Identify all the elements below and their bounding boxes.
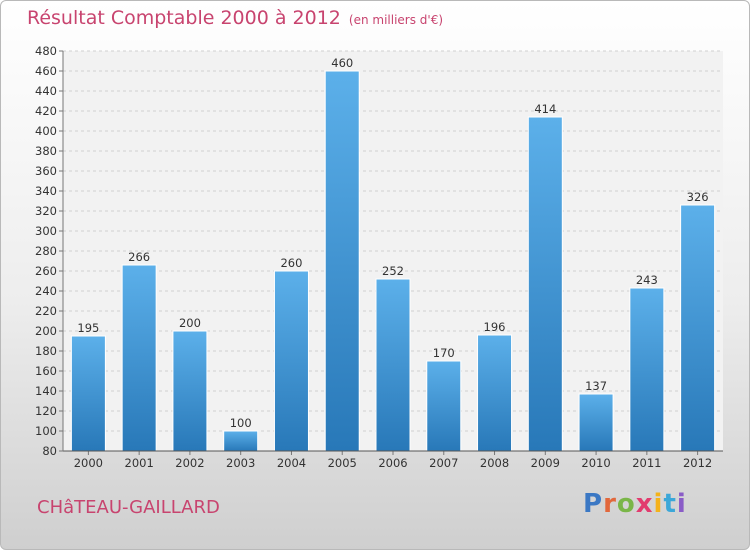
- y-tick-label: 260: [35, 264, 57, 278]
- x-axis-ticks: 2000 2001 2002 2003 2004 2005 2006 2007 2008 2009…: [74, 451, 712, 470]
- x-tick-label-2009: 2009: [531, 456, 560, 470]
- bar-2012[interactable]: [680, 204, 716, 452]
- y-tick-label: 100: [35, 424, 57, 438]
- bar-2010[interactable]: [578, 393, 614, 452]
- chart-subtitle: (en milliers d'€): [348, 13, 444, 27]
- value-label-2005: 460: [331, 56, 353, 70]
- x-tick-label-2008: 2008: [480, 456, 509, 470]
- brand-letter: r: [603, 489, 617, 519]
- brand-logo[interactable]: Proxiti: [583, 489, 687, 519]
- x-tick-label-2011: 2011: [632, 456, 661, 470]
- x-tick-label-2002: 2002: [175, 456, 204, 470]
- y-tick-label: 320: [35, 204, 57, 218]
- value-label-2011: 243: [636, 273, 658, 287]
- x-tick-label-2006: 2006: [378, 456, 407, 470]
- y-tick-label: 280: [35, 244, 57, 258]
- chart-title: Résultat Comptable 2000 à 2012 (en millie…: [27, 7, 443, 29]
- y-tick-label: 420: [35, 104, 57, 118]
- value-labels: 195 266 200 100 260 460 252 170 196 414 137 243 326: [77, 56, 708, 430]
- value-label-2010: 137: [585, 379, 607, 393]
- brand-letter: t: [663, 489, 677, 519]
- x-tick-label-2004: 2004: [277, 456, 306, 470]
- y-tick-label: 240: [35, 284, 57, 298]
- bar-2008[interactable]: [477, 334, 513, 452]
- bar-2004[interactable]: [273, 270, 309, 452]
- value-label-2000: 195: [77, 321, 99, 335]
- x-tick-label-2003: 2003: [226, 456, 255, 470]
- brand-letter: o: [616, 489, 636, 519]
- bar-2005[interactable]: [324, 70, 360, 452]
- y-tick-label: 220: [35, 304, 57, 318]
- value-label-2007: 170: [433, 346, 455, 360]
- y-tick-label: 460: [35, 64, 57, 78]
- value-label-2009: 414: [534, 102, 556, 116]
- y-tick-label: 140: [35, 384, 57, 398]
- y-tick-label: 160: [35, 364, 57, 378]
- y-tick-label: 380: [35, 144, 57, 158]
- town-name: CHâTEAU-GAILLARD: [37, 497, 220, 518]
- x-tick-label-2010: 2010: [581, 456, 610, 470]
- x-tick-label-2001: 2001: [125, 456, 154, 470]
- y-tick-label: 120: [35, 404, 57, 418]
- chart-title-text: Résultat Comptable 2000 à 2012: [27, 7, 341, 29]
- y-tick-label: 300: [35, 224, 57, 238]
- bar-2003[interactable]: [223, 430, 259, 452]
- y-tick-label: 400: [35, 124, 57, 138]
- y-tick-label: 200: [35, 324, 57, 338]
- y-axis-ticks: 80 100 120 140 160 180 200 220 240 260 280 300 320 34…: [35, 44, 63, 458]
- x-tick-label-2007: 2007: [429, 456, 458, 470]
- bar-2006[interactable]: [375, 278, 411, 452]
- value-label-2012: 326: [687, 190, 709, 204]
- bar-2000[interactable]: [70, 335, 106, 452]
- bars: [70, 70, 716, 452]
- value-label-2002: 200: [179, 316, 201, 330]
- x-tick-label-2000: 2000: [74, 456, 103, 470]
- value-label-2006: 252: [382, 264, 404, 278]
- brand-letter: x: [635, 489, 654, 519]
- brand-letter: P: [583, 489, 604, 519]
- bar-2007[interactable]: [426, 360, 462, 452]
- x-tick-label-2005: 2005: [328, 456, 357, 470]
- bar-2002[interactable]: [172, 330, 208, 452]
- brand-letter: i: [676, 489, 687, 519]
- y-tick-label: 340: [35, 184, 57, 198]
- value-label-2008: 196: [484, 320, 506, 334]
- bar-2009[interactable]: [527, 116, 563, 452]
- y-tick-label: 80: [42, 444, 57, 458]
- y-tick-label: 440: [35, 84, 57, 98]
- value-label-2003: 100: [230, 416, 252, 430]
- y-tick-label: 180: [35, 344, 57, 358]
- value-label-2001: 266: [128, 250, 150, 264]
- bar-2001[interactable]: [121, 264, 157, 452]
- x-tick-label-2012: 2012: [683, 456, 712, 470]
- y-tick-label: 480: [35, 44, 57, 58]
- brand-letter: i: [653, 489, 664, 519]
- y-tick-label: 360: [35, 164, 57, 178]
- bar-2011[interactable]: [629, 287, 665, 452]
- value-label-2004: 260: [280, 256, 302, 270]
